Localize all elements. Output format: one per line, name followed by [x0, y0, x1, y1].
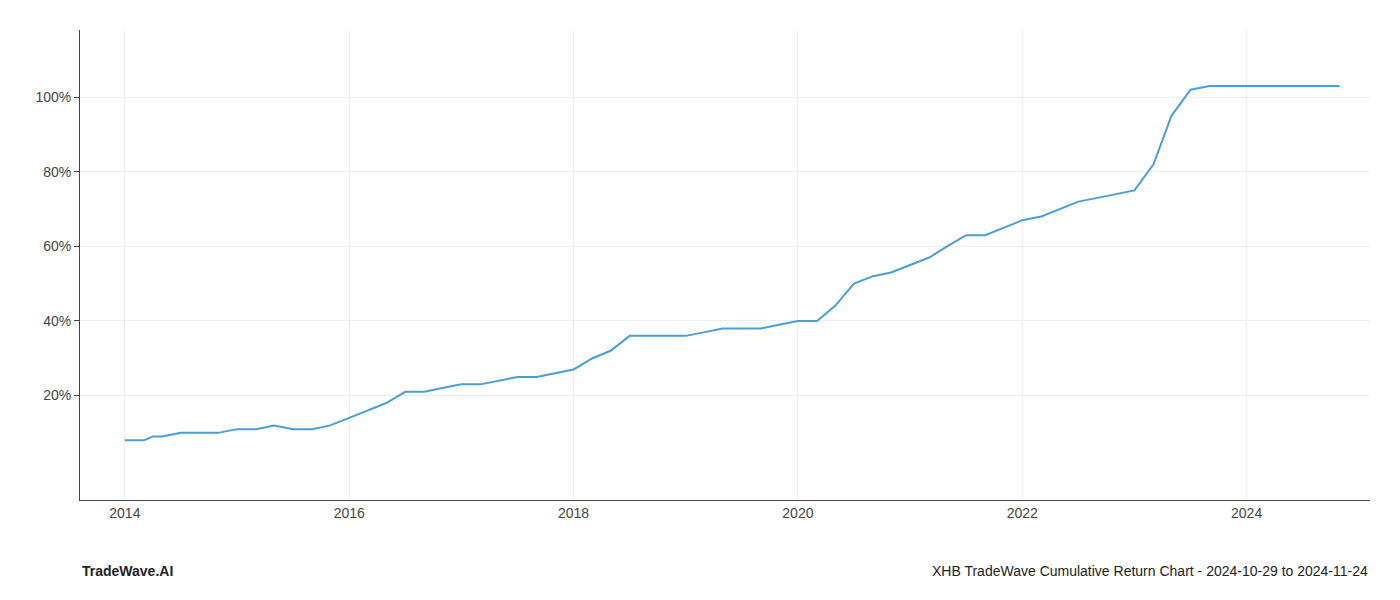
svg-text:2016: 2016 — [334, 505, 365, 521]
svg-text:2024: 2024 — [1231, 505, 1262, 521]
svg-text:TradeWave.AI: TradeWave.AI — [82, 563, 173, 579]
svg-text:40%: 40% — [43, 313, 71, 329]
svg-text:80%: 80% — [43, 164, 71, 180]
svg-text:100%: 100% — [35, 89, 71, 105]
svg-text:2014: 2014 — [109, 505, 140, 521]
svg-text:XHB TradeWave Cumulative Retur: XHB TradeWave Cumulative Return Chart - … — [932, 563, 1368, 579]
svg-text:2022: 2022 — [1007, 505, 1038, 521]
svg-text:2018: 2018 — [558, 505, 589, 521]
svg-text:2020: 2020 — [782, 505, 813, 521]
svg-text:60%: 60% — [43, 238, 71, 254]
svg-text:20%: 20% — [43, 387, 71, 403]
